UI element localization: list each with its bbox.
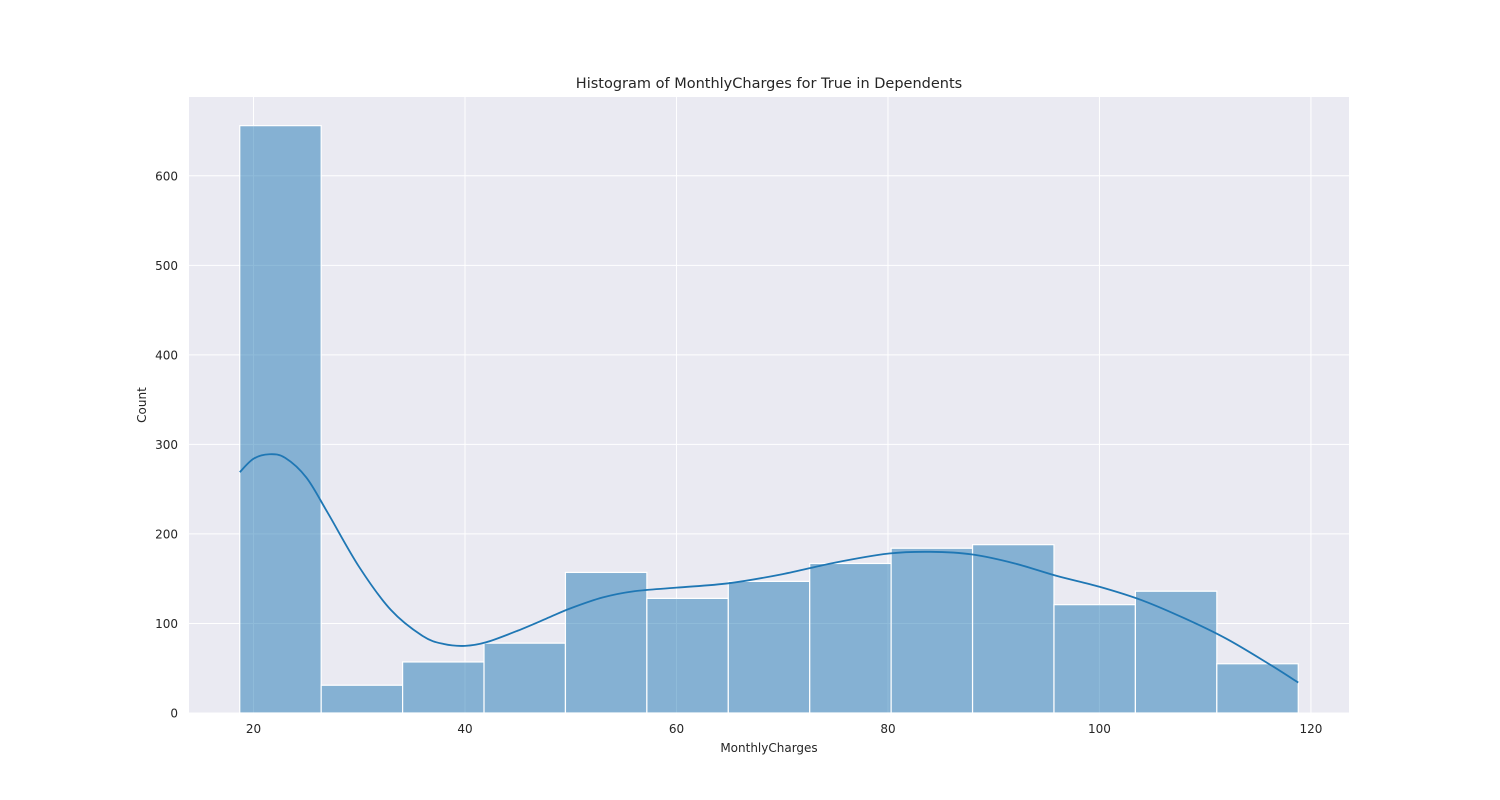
- histogram-bar: [239, 125, 322, 714]
- histogram-bar: [402, 661, 485, 714]
- x-tick-label: 60: [669, 722, 684, 736]
- y-tick-label: 500: [155, 259, 178, 273]
- y-tick-label: 100: [155, 617, 178, 631]
- histogram-bar: [809, 562, 892, 714]
- histogram-bar: [727, 580, 811, 714]
- histogram-bar: [1216, 663, 1299, 714]
- histogram-bars: [239, 125, 1299, 714]
- histogram-bar: [1053, 604, 1136, 714]
- y-tick-label: 200: [155, 527, 178, 541]
- y-tick-label: 0: [170, 707, 178, 721]
- x-tick-label: 40: [457, 722, 472, 736]
- x-tick-label: 20: [246, 722, 261, 736]
- x-tick-label: 100: [1088, 722, 1111, 736]
- y-tick-label: 400: [155, 348, 178, 362]
- kde-curve: [239, 453, 1299, 684]
- histogram-bar: [1134, 590, 1218, 714]
- y-tick-label: 600: [155, 169, 178, 183]
- x-axis-ticks: 20 40 60 80 100 120: [246, 722, 1323, 736]
- y-axis-ticks: 0 100 200 300 400 500 600: [155, 169, 178, 720]
- histogram-bar: [971, 544, 1055, 714]
- x-tick-label: 120: [1299, 722, 1322, 736]
- y-tick-label: 300: [155, 438, 178, 452]
- histogram-bar: [646, 597, 729, 714]
- y-axis-label: Count: [135, 387, 149, 423]
- x-axis-label: MonthlyCharges: [720, 741, 817, 755]
- histogram-bar: [890, 547, 974, 714]
- histogram-bar: [320, 684, 404, 714]
- chart-title: Histogram of MonthlyCharges for True in …: [576, 76, 962, 92]
- histogram-bar: [483, 642, 567, 714]
- x-tick-label: 80: [880, 722, 895, 736]
- histogram-bar: [564, 571, 648, 714]
